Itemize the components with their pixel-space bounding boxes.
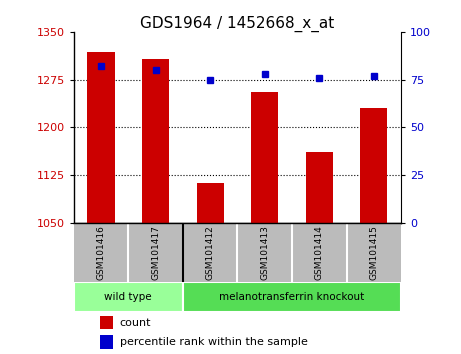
Text: wild type: wild type (105, 292, 152, 302)
Text: GSM101413: GSM101413 (260, 225, 269, 280)
Bar (251, 92, 278, 223)
Bar (142, 59, 169, 223)
Bar (196, 183, 224, 223)
Bar (306, 152, 333, 223)
Text: GSM101414: GSM101414 (315, 225, 324, 280)
Text: GSM101412: GSM101412 (206, 225, 215, 280)
Bar (360, 108, 387, 223)
Text: count: count (119, 318, 151, 328)
Text: GSM101417: GSM101417 (151, 225, 160, 280)
Bar (183, 282, 401, 312)
Bar (100, 316, 113, 330)
Text: melanotransferrin knockout: melanotransferrin knockout (219, 292, 365, 302)
Bar (88, 52, 115, 223)
Bar (100, 335, 113, 349)
Text: GSM101416: GSM101416 (96, 225, 106, 280)
Title: GDS1964 / 1452668_x_at: GDS1964 / 1452668_x_at (140, 16, 335, 32)
Bar (74, 282, 183, 312)
Text: percentile rank within the sample: percentile rank within the sample (119, 337, 307, 347)
Text: GSM101415: GSM101415 (369, 225, 378, 280)
